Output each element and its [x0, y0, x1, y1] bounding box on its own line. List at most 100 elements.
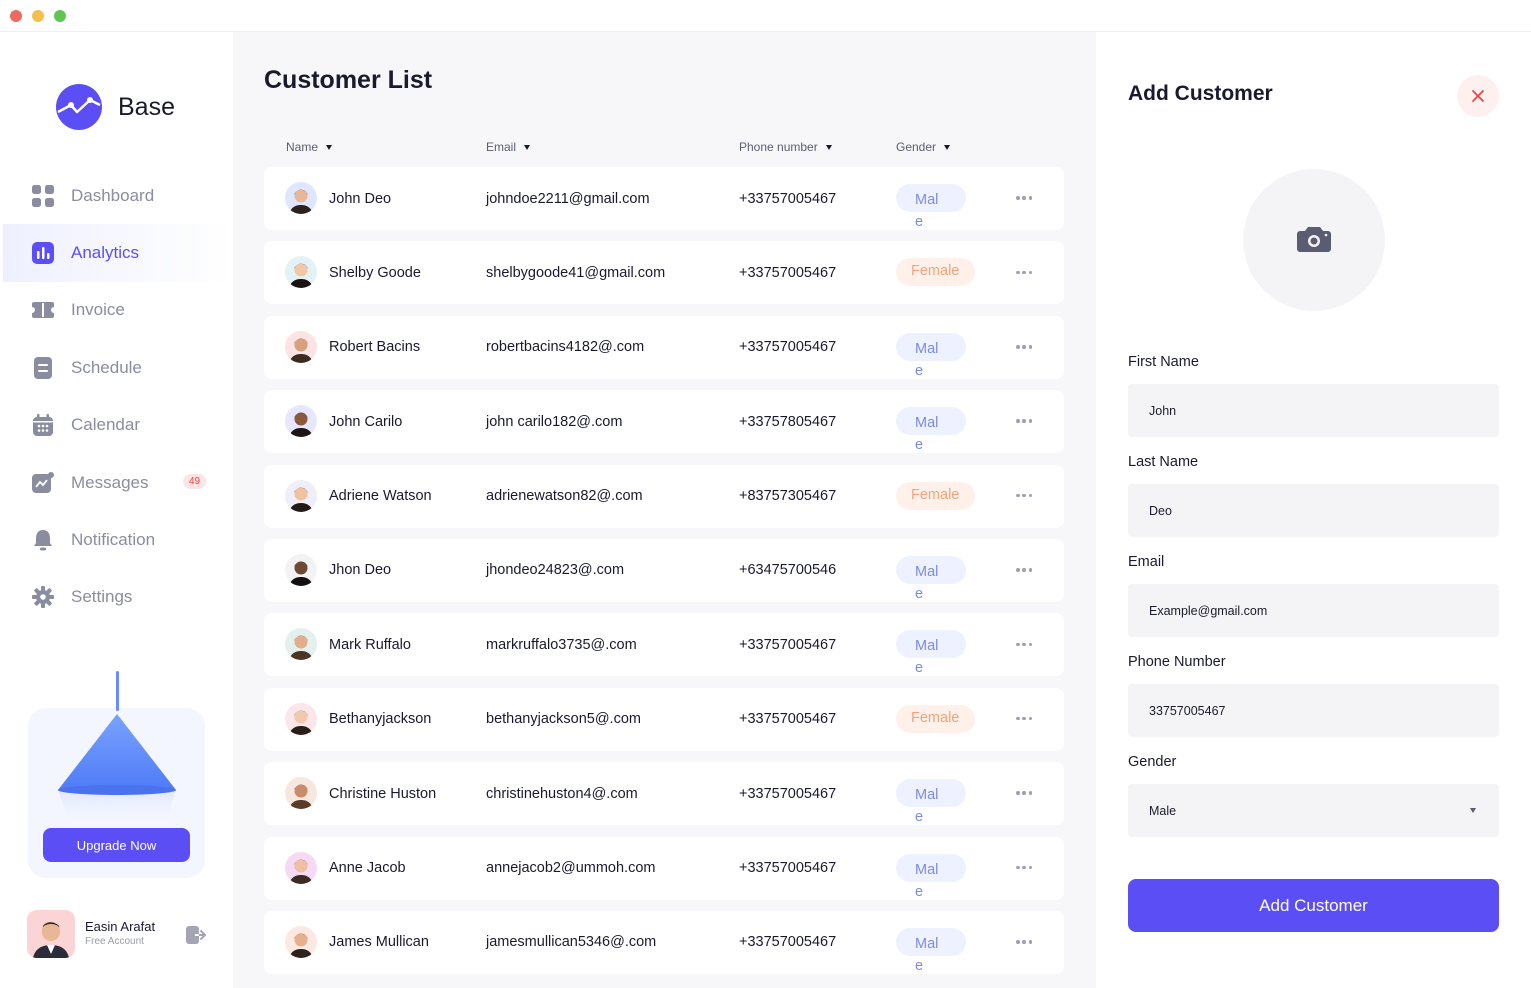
- customer-email: bethanyjackson5@.com: [486, 711, 641, 728]
- more-options-icon[interactable]: [1016, 712, 1032, 726]
- table-row[interactable]: Christine Huston christinehuston4@.com +33…: [264, 762, 1064, 826]
- customer-email: johndoe2211@gmail.com: [486, 190, 650, 207]
- window-minimize-button[interactable]: [32, 10, 44, 22]
- last-name-field[interactable]: [1128, 484, 1499, 537]
- brand[interactable]: Base: [56, 84, 175, 130]
- customer-name: John Deo: [329, 190, 392, 207]
- first-name-label: First Name: [1128, 354, 1199, 370]
- column-header-email[interactable]: Email: [486, 140, 531, 154]
- gender-badge-label: Male: [915, 935, 939, 974]
- table-header: Name Email Phone number Gender: [264, 140, 1064, 160]
- sidebar-item-schedule[interactable]: Schedule: [0, 339, 233, 396]
- sidebar-item-messages[interactable]: Messages 49: [0, 454, 233, 511]
- gender-badge-label: Male: [915, 563, 939, 602]
- column-header-phone[interactable]: Phone number: [739, 140, 832, 154]
- email-label: Email: [1128, 554, 1165, 570]
- table-row[interactable]: Anne Jacob annejacob2@ummoh.com +337570054…: [264, 836, 1064, 900]
- table-row[interactable]: Shelby Goode shelbygoode41@gmail.com +3375…: [264, 241, 1064, 305]
- logout-icon[interactable]: [185, 924, 207, 946]
- customer-phone: +33757005467: [739, 711, 837, 728]
- customer-phone: +33757005467: [739, 339, 837, 356]
- brand-logo-icon: [56, 84, 102, 130]
- customer-name: John Carilo: [329, 413, 403, 430]
- profile-name: Easin Arafat: [85, 919, 156, 934]
- table-row[interactable]: Jhon Deo jhondeo24823@.com +63475700546 Mal…: [264, 538, 1064, 602]
- gender-badge: Female: [896, 258, 975, 287]
- avatar: [285, 553, 317, 586]
- phone-label: Phone Number: [1128, 654, 1226, 670]
- sort-caret-icon: [326, 144, 333, 150]
- column-header-label: Name: [286, 140, 319, 154]
- more-options-icon[interactable]: [1016, 786, 1032, 800]
- more-options-icon[interactable]: [1016, 265, 1032, 279]
- window-close-button[interactable]: [10, 10, 22, 22]
- table-row[interactable]: John Deo johndoe2211@gmail.com +3375700546…: [264, 167, 1064, 230]
- chevron-down-icon[interactable]: [1470, 808, 1476, 813]
- column-header-name[interactable]: Name: [286, 140, 333, 154]
- close-panel-button[interactable]: [1457, 75, 1499, 117]
- sort-caret-icon: [825, 144, 832, 150]
- email-field[interactable]: [1128, 584, 1499, 637]
- customer-name: Bethanyjackson: [329, 711, 432, 728]
- sidebar-item-label: Settings: [71, 587, 133, 607]
- table-row[interactable]: Bethanyjackson bethanyjackson5@.com +33757…: [264, 687, 1064, 751]
- gender-badge: Female: [896, 704, 975, 733]
- sidebar-item-settings[interactable]: Settings: [0, 569, 233, 626]
- first-name-field[interactable]: [1128, 384, 1499, 437]
- bar-chart-icon: [32, 242, 54, 265]
- sidebar-item-dashboard[interactable]: Dashboard: [0, 167, 233, 224]
- profile-account-type: Free Account: [85, 936, 144, 947]
- column-header-label: Email: [486, 140, 517, 154]
- photo-upload[interactable]: [1243, 169, 1385, 311]
- sort-caret-icon: [944, 144, 951, 150]
- sidebar-item-calendar[interactable]: Calendar: [0, 397, 233, 454]
- document-icon: [32, 356, 54, 379]
- gender-badge-label: Female: [911, 486, 960, 503]
- table-row[interactable]: John Carilo john carilo182@.com +337578054…: [264, 390, 1064, 454]
- sidebar-item-label: Schedule: [71, 357, 142, 377]
- gender-badge-label: Female: [911, 709, 960, 726]
- customer-phone: +33757005467: [739, 264, 837, 281]
- table-row[interactable]: Mark Ruffalo markruffalo3735@.com +3375700…: [264, 613, 1064, 677]
- sidebar: Base Dashboard Analytics Invoice Schedul…: [0, 32, 233, 988]
- table-row[interactable]: Adriene Watson adrienewatson82@.com +83757…: [264, 464, 1064, 528]
- more-options-icon[interactable]: [1016, 489, 1032, 503]
- more-options-icon[interactable]: [1016, 191, 1032, 205]
- customer-name: Adriene Watson: [329, 488, 432, 505]
- customer-email: shelbygoode41@gmail.com: [486, 264, 666, 281]
- customer-phone: +83757305467: [739, 488, 837, 505]
- sort-caret-icon: [524, 144, 531, 150]
- column-header-gender[interactable]: Gender: [896, 140, 951, 154]
- gender-badge: Female: [896, 481, 975, 510]
- more-options-icon[interactable]: [1016, 563, 1032, 577]
- more-options-icon[interactable]: [1016, 861, 1032, 875]
- gender-label: Gender: [1128, 754, 1177, 770]
- customer-name: Anne Jacob: [329, 860, 406, 877]
- chat-chart-icon: [32, 471, 54, 494]
- sidebar-item-label: Calendar: [71, 415, 140, 435]
- more-options-icon[interactable]: [1016, 935, 1032, 949]
- sidebar-item-invoice[interactable]: Invoice: [0, 282, 233, 339]
- phone-field[interactable]: [1128, 684, 1499, 737]
- sidebar-item-notification[interactable]: Notification: [0, 511, 233, 568]
- gender-select[interactable]: [1128, 784, 1499, 837]
- table-row[interactable]: James Mullican jamesmullican5346@.com +337…: [264, 910, 1064, 974]
- more-options-icon[interactable]: [1016, 340, 1032, 354]
- gender-badge: Male: [896, 853, 966, 900]
- avatar: [285, 330, 317, 363]
- customer-phone: +33757805467: [739, 413, 837, 430]
- avatar: [285, 256, 317, 289]
- add-customer-button[interactable]: Add Customer: [1128, 879, 1499, 932]
- calendar-icon: [32, 414, 54, 437]
- upgrade-now-button[interactable]: Upgrade Now: [43, 828, 190, 862]
- user-profile[interactable]: Easin Arafat Free Account: [27, 910, 207, 958]
- window-zoom-button[interactable]: [54, 10, 66, 22]
- add-customer-panel: Add Customer First Name Last Name Email …: [1096, 32, 1531, 988]
- table-row[interactable]: Robert Bacins robertbacins4182@.com +33757…: [264, 315, 1064, 379]
- customer-table: John Deo johndoe2211@gmail.com +3375700546…: [264, 167, 1064, 985]
- more-options-icon[interactable]: [1016, 414, 1032, 428]
- more-options-icon[interactable]: [1016, 637, 1032, 651]
- customer-name: Jhon Deo: [329, 562, 392, 579]
- column-header-label: Phone number: [739, 140, 818, 154]
- sidebar-item-analytics[interactable]: Analytics: [0, 224, 233, 283]
